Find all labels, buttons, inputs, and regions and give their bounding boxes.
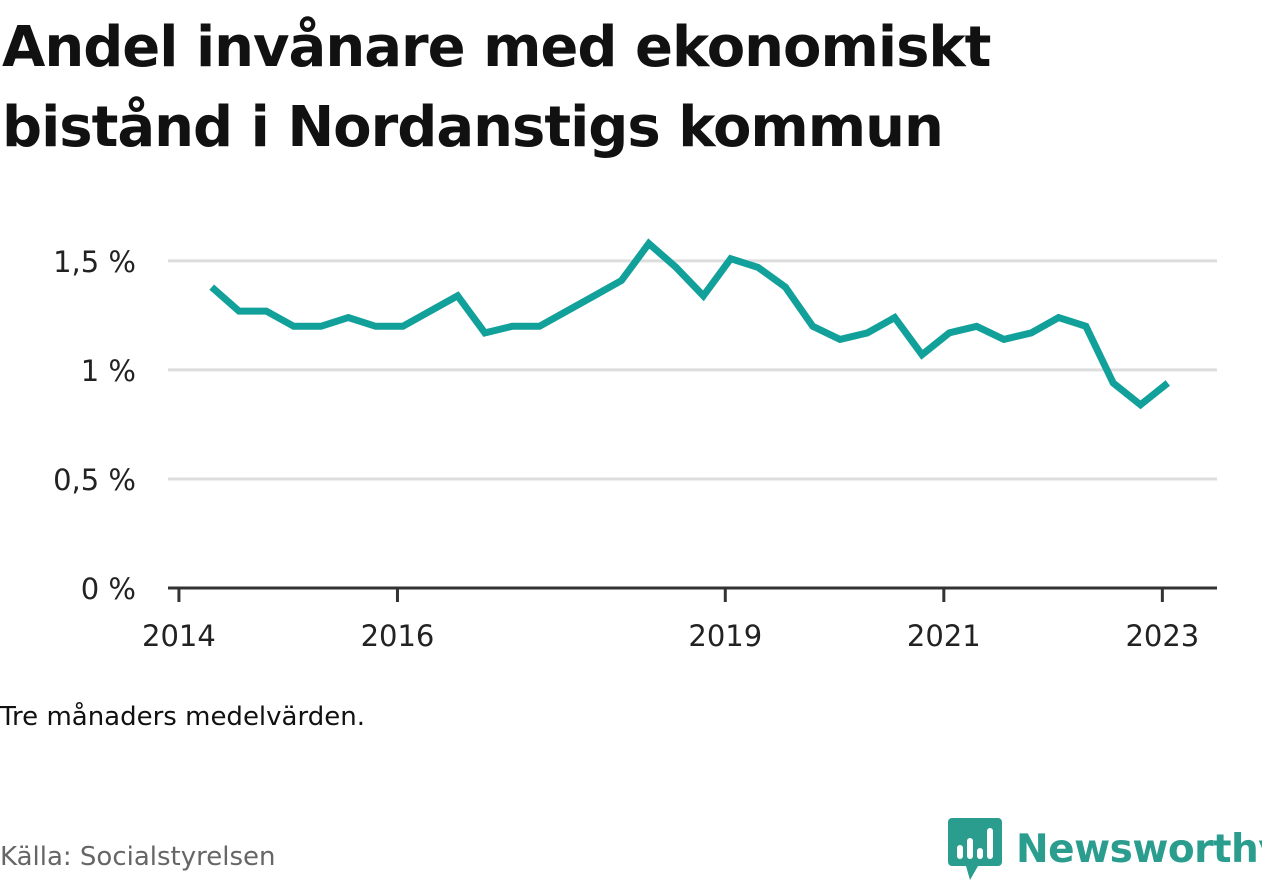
y-tick-label-3: 1,5 % [53,245,136,279]
x-tick-label-3: 2021 [907,619,981,653]
x-axis-labels: 2014 2016 2019 2021 2023 [142,619,1199,653]
x-tick-label-0: 2014 [142,619,216,653]
y-axis-labels: 0 % 0,5 % 1 % 1,5 % [53,245,136,606]
y-tick-label-1: 0,5 % [53,463,136,497]
x-tick-label-2: 2019 [688,619,762,653]
x-axis [168,586,1217,602]
series-line-0 [209,238,1170,410]
y-tick-label-0: 0 % [81,572,136,606]
chart-title: Andel invånare med ekonomiskt bistånd i … [2,15,991,160]
brand-mark: Newsworthy [948,818,1262,880]
series-layer [209,238,1170,410]
newsworthy-logo-icon [948,818,1002,880]
chart-note: Tre månaders medelvärden. [0,702,365,732]
grid-lines [168,259,1217,481]
y-tick-label-2: 1 % [81,354,136,388]
source-credit: Källa: Socialstyrelsen [0,842,276,872]
x-tick-label-4: 2023 [1125,619,1199,653]
x-tick-label-1: 2016 [361,619,435,653]
brand-name: Newsworthy [1016,826,1262,872]
